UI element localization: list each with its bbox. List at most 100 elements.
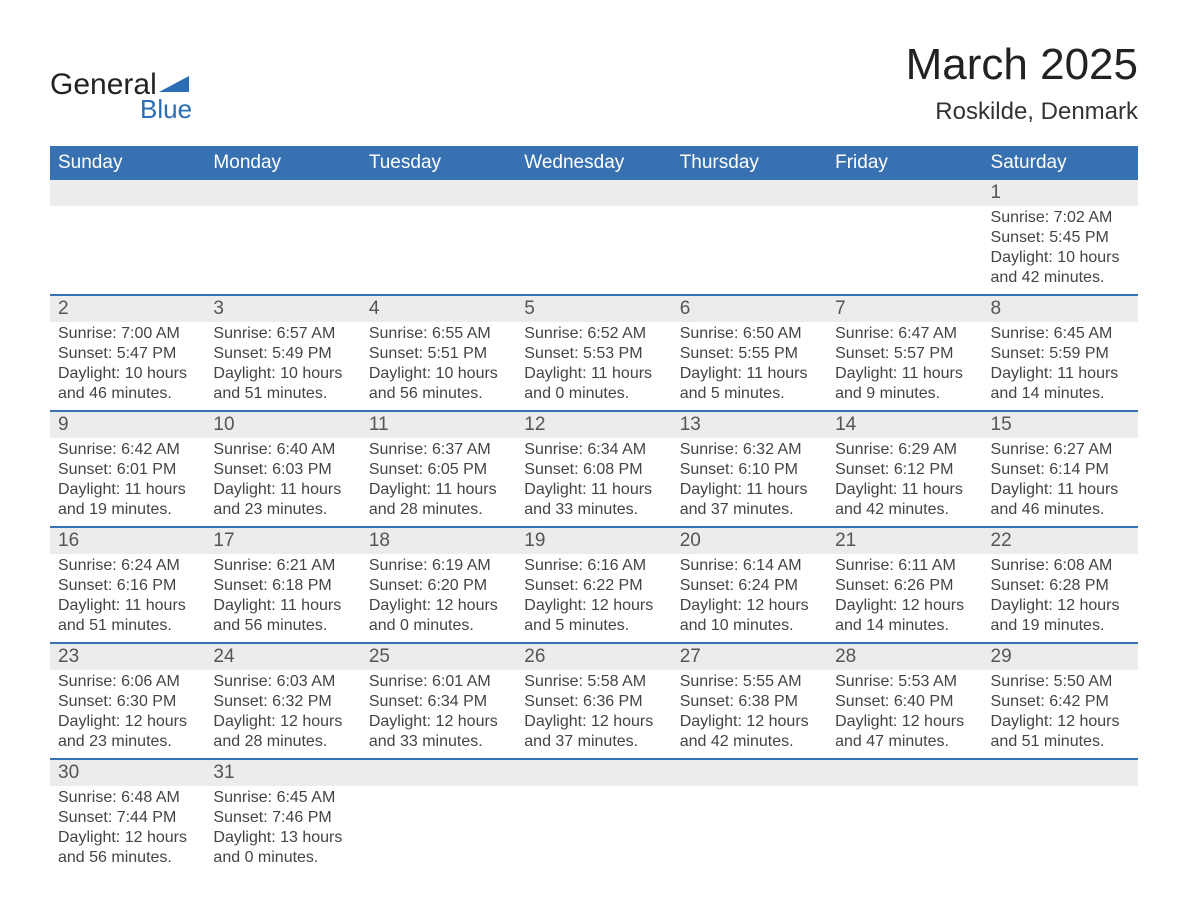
day-line: and 33 minutes. [369,732,510,752]
day-line: Sunset: 6:16 PM [58,576,199,596]
day-line: Sunset: 6:26 PM [835,576,976,596]
day-content: Sunrise: 6:45 AMSunset: 5:59 PMDaylight:… [983,322,1138,410]
column-header: Thursday [672,146,827,180]
day-content: Sunrise: 6:06 AMSunset: 6:30 PMDaylight:… [50,670,205,758]
logo-flag-icon [159,70,189,92]
day-line: Sunrise: 6:03 AM [213,672,354,692]
day-line: Daylight: 11 hours [369,480,510,500]
day-line: Sunset: 6:12 PM [835,460,976,480]
column-header: Wednesday [516,146,671,180]
day-line: Daylight: 12 hours [991,712,1132,732]
day-number [516,180,671,206]
day-line: Daylight: 10 hours [991,248,1132,268]
column-header: Tuesday [361,146,516,180]
day-line: Sunset: 6:32 PM [213,692,354,712]
day-number [827,180,982,206]
day-line: and 56 minutes. [213,616,354,636]
day-line: Sunset: 6:28 PM [991,576,1132,596]
day-line: and 14 minutes. [991,384,1132,404]
day-number: 7 [827,296,982,322]
day-line: and 56 minutes. [369,384,510,404]
day-line: Sunrise: 6:42 AM [58,440,199,460]
day-line: Sunrise: 5:55 AM [680,672,821,692]
day-line: Daylight: 12 hours [835,712,976,732]
day-number [205,180,360,206]
day-line: and 46 minutes. [58,384,199,404]
day-content: Sunrise: 6:48 AMSunset: 7:44 PMDaylight:… [50,786,205,874]
day-line: Sunrise: 6:37 AM [369,440,510,460]
day-number [50,180,205,206]
day-line: Sunset: 5:57 PM [835,344,976,364]
day-number: 28 [827,644,982,670]
day-line: Sunrise: 7:02 AM [991,208,1132,228]
day-line: Sunrise: 6:45 AM [991,324,1132,344]
day-line: Sunrise: 6:50 AM [680,324,821,344]
day-line: Sunset: 6:10 PM [680,460,821,480]
day-number [361,180,516,206]
day-number: 11 [361,412,516,438]
day-number: 29 [983,644,1138,670]
day-line: Daylight: 12 hours [58,712,199,732]
day-line: Daylight: 12 hours [991,596,1132,616]
day-line: Sunset: 6:34 PM [369,692,510,712]
day-number [983,760,1138,786]
day-content: Sunrise: 6:29 AMSunset: 6:12 PMDaylight:… [827,438,982,526]
day-number: 18 [361,528,516,554]
day-number [827,760,982,786]
day-number: 5 [516,296,671,322]
day-number: 25 [361,644,516,670]
day-line: Sunset: 5:45 PM [991,228,1132,248]
day-line: Sunset: 6:05 PM [369,460,510,480]
day-line: Sunset: 6:36 PM [524,692,665,712]
day-line: Sunrise: 5:50 AM [991,672,1132,692]
day-line: and 19 minutes. [991,616,1132,636]
day-line: Daylight: 11 hours [991,364,1132,384]
day-number: 10 [205,412,360,438]
day-line: Sunset: 5:55 PM [680,344,821,364]
day-line: Daylight: 13 hours [213,828,354,848]
day-line: Sunrise: 6:06 AM [58,672,199,692]
day-number: 4 [361,296,516,322]
day-line: Sunset: 6:42 PM [991,692,1132,712]
day-number: 31 [205,760,360,786]
day-number: 21 [827,528,982,554]
day-line: and 5 minutes. [680,384,821,404]
day-line: Sunrise: 6:27 AM [991,440,1132,460]
column-header: Sunday [50,146,205,180]
logo: General Blue [50,70,192,125]
day-content: Sunrise: 6:11 AMSunset: 6:26 PMDaylight:… [827,554,982,642]
day-line: Sunset: 6:18 PM [213,576,354,596]
day-content: Sunrise: 6:50 AMSunset: 5:55 PMDaylight:… [672,322,827,410]
day-content [827,786,982,814]
day-line: Sunset: 5:49 PM [213,344,354,364]
day-line: Sunset: 6:20 PM [369,576,510,596]
day-line: Sunset: 6:01 PM [58,460,199,480]
day-content: Sunrise: 6:14 AMSunset: 6:24 PMDaylight:… [672,554,827,642]
day-content: Sunrise: 5:53 AMSunset: 6:40 PMDaylight:… [827,670,982,758]
column-header: Friday [827,146,982,180]
day-content: Sunrise: 6:42 AMSunset: 6:01 PMDaylight:… [50,438,205,526]
day-line: Sunrise: 6:52 AM [524,324,665,344]
day-line: and 10 minutes. [680,616,821,636]
day-line: Sunrise: 6:40 AM [213,440,354,460]
day-number: 6 [672,296,827,322]
day-line: Daylight: 11 hours [524,364,665,384]
day-line: and 37 minutes. [680,500,821,520]
day-line: Sunrise: 6:29 AM [835,440,976,460]
day-line: and 5 minutes. [524,616,665,636]
day-content [205,206,360,234]
day-line: and 33 minutes. [524,500,665,520]
day-number [672,180,827,206]
day-line: Daylight: 12 hours [680,596,821,616]
day-content: Sunrise: 6:45 AMSunset: 7:46 PMDaylight:… [205,786,360,874]
day-line: and 51 minutes. [58,616,199,636]
day-line: Sunrise: 6:24 AM [58,556,199,576]
day-content: Sunrise: 6:34 AMSunset: 6:08 PMDaylight:… [516,438,671,526]
day-line: Sunrise: 7:00 AM [58,324,199,344]
day-number: 30 [50,760,205,786]
day-content: Sunrise: 6:01 AMSunset: 6:34 PMDaylight:… [361,670,516,758]
day-line: Sunrise: 6:47 AM [835,324,976,344]
calendar-table: SundayMondayTuesdayWednesdayThursdayFrid… [50,146,1138,874]
day-line: and 46 minutes. [991,500,1132,520]
day-content: Sunrise: 5:58 AMSunset: 6:36 PMDaylight:… [516,670,671,758]
